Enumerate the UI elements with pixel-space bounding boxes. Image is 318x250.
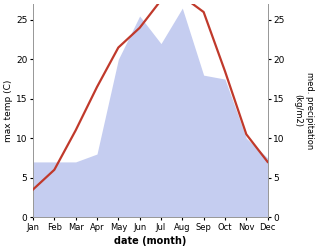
- Y-axis label: max temp (C): max temp (C): [4, 80, 13, 142]
- X-axis label: date (month): date (month): [114, 236, 187, 246]
- Y-axis label: med. precipitation
(kg/m2): med. precipitation (kg/m2): [293, 72, 314, 149]
